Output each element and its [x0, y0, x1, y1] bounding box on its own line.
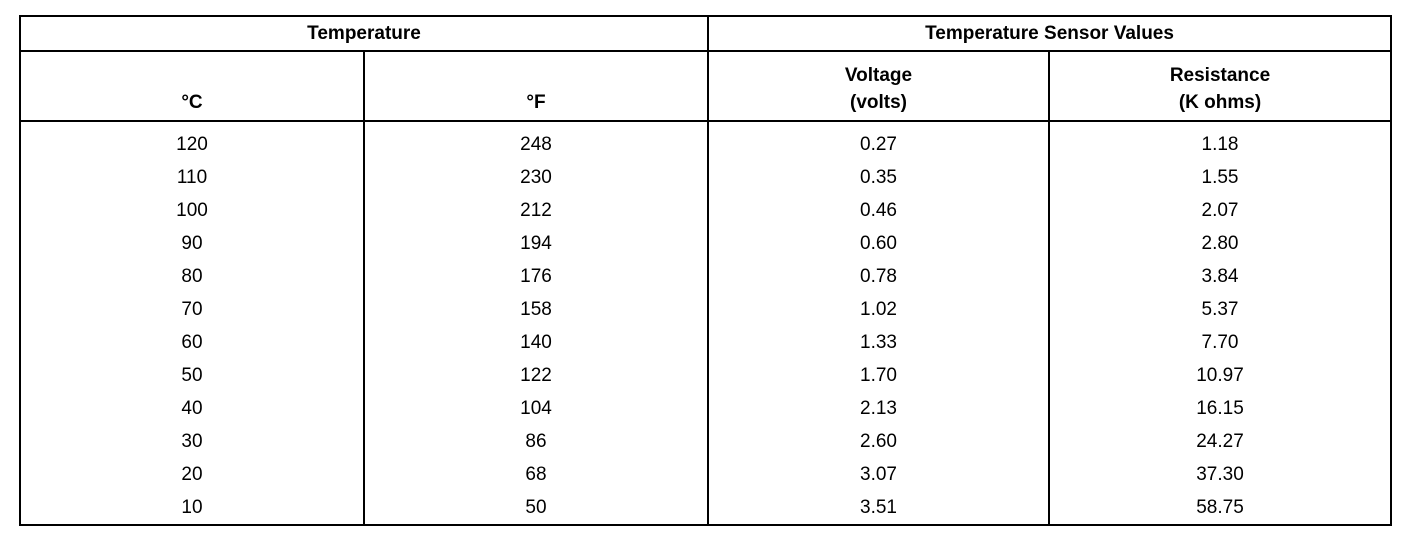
group-header: Temperature Sensor Values [707, 15, 1392, 52]
table-cell: 1.70 [707, 359, 1050, 392]
table-cell: 230 [363, 161, 709, 194]
table-cell: 5.37 [1048, 293, 1392, 326]
column-header: Resistance (K ohms) [1048, 50, 1392, 122]
sensor-table: Temperature Temperature Sensor Values °C… [19, 15, 1392, 526]
table-row: 110 230 0.35 1.55 [19, 161, 1392, 194]
table-row: 30 86 2.60 24.27 [19, 425, 1392, 458]
table-body: 120 248 0.27 1.18 110 230 0.35 1.55 100 212 0.46 2.… [19, 121, 1392, 525]
table-cell: 1.18 [1048, 121, 1392, 161]
table-cell: 10.97 [1048, 359, 1392, 392]
table-cell: 0.27 [707, 121, 1050, 161]
table-cell: 212 [363, 194, 709, 227]
table-cell: 24.27 [1048, 425, 1392, 458]
table-cell: 60 [19, 326, 365, 359]
table-cell: 3.51 [707, 491, 1050, 525]
table-cell: 3.84 [1048, 260, 1392, 293]
column-header: °C [19, 50, 365, 122]
table-cell: 86 [363, 425, 709, 458]
table-cell: 2.80 [1048, 227, 1392, 260]
table-cell: 0.46 [707, 194, 1050, 227]
table-cell: 30 [19, 425, 365, 458]
table-cell: 37.30 [1048, 458, 1392, 491]
table-cell: 248 [363, 121, 709, 161]
table-cell: 16.15 [1048, 392, 1392, 425]
table-cell: 40 [19, 392, 365, 425]
table-cell: 2.07 [1048, 194, 1392, 227]
table-cell: 1.33 [707, 326, 1050, 359]
column-header-row: °C °F Voltage (volts) Resistance (K ohms… [19, 50, 1392, 122]
table-cell: 10 [19, 491, 365, 525]
table-cell: 104 [363, 392, 709, 425]
table-row: 70 158 1.02 5.37 [19, 293, 1392, 326]
table-cell: 120 [19, 121, 365, 161]
table-row: 50 122 1.70 10.97 [19, 359, 1392, 392]
table-cell: 110 [19, 161, 365, 194]
table-cell: 68 [363, 458, 709, 491]
table-row: 80 176 0.78 3.84 [19, 260, 1392, 293]
table-cell: 50 [19, 359, 365, 392]
table-cell: 3.07 [707, 458, 1050, 491]
table-cell: 7.70 [1048, 326, 1392, 359]
group-header: Temperature [19, 15, 709, 52]
table-cell: 100 [19, 194, 365, 227]
table-cell: 176 [363, 260, 709, 293]
group-header-row: Temperature Temperature Sensor Values [19, 15, 1392, 52]
table-row: 100 212 0.46 2.07 [19, 194, 1392, 227]
table-cell: 58.75 [1048, 491, 1392, 525]
table-cell: 122 [363, 359, 709, 392]
table-cell: 0.60 [707, 227, 1050, 260]
table-cell: 90 [19, 227, 365, 260]
table-cell: 194 [363, 227, 709, 260]
table-cell: 1.02 [707, 293, 1050, 326]
column-header: Voltage (volts) [707, 50, 1050, 122]
table-cell: 80 [19, 260, 365, 293]
table-row: 90 194 0.60 2.80 [19, 227, 1392, 260]
table-cell: 70 [19, 293, 365, 326]
column-header: °F [363, 50, 709, 122]
table-row: 20 68 3.07 37.30 [19, 458, 1392, 491]
table-row: 120 248 0.27 1.18 [19, 121, 1392, 161]
table-cell: 20 [19, 458, 365, 491]
table-cell: 2.60 [707, 425, 1050, 458]
table-cell: 140 [363, 326, 709, 359]
table-row: 40 104 2.13 16.15 [19, 392, 1392, 425]
table-cell: 0.35 [707, 161, 1050, 194]
table-cell: 1.55 [1048, 161, 1392, 194]
table-cell: 2.13 [707, 392, 1050, 425]
table-cell: 0.78 [707, 260, 1050, 293]
table-row: 10 50 3.51 58.75 [19, 491, 1392, 525]
table-row: 60 140 1.33 7.70 [19, 326, 1392, 359]
table-cell: 50 [363, 491, 709, 525]
table-cell: 158 [363, 293, 709, 326]
